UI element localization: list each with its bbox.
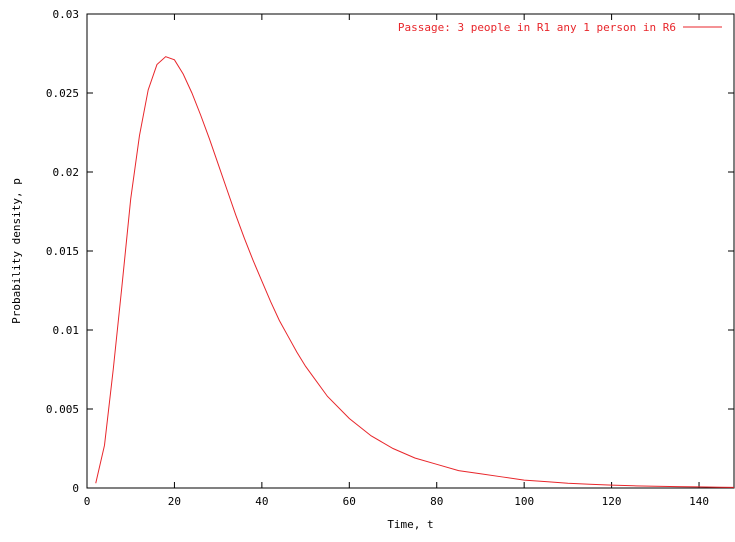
y-tick-label: 0 [72, 482, 79, 495]
y-axis-label: Probability density, p [10, 178, 23, 324]
x-axis-label: Time, t [387, 518, 433, 531]
y-tick-label: 0.025 [46, 87, 79, 100]
y-tick-label: 0.03 [53, 8, 80, 21]
ticks-layer: 0 20 40 60 80 100 120 140 0 0.005 0.01 0.015 0.02 0.0… [46, 8, 734, 508]
x-tick-label: 120 [602, 495, 622, 508]
y-tick-label: 0.015 [46, 245, 79, 258]
x-tick-label: 80 [430, 495, 443, 508]
series-layer [95, 56, 735, 488]
x-tick-label: 100 [514, 495, 534, 508]
legend: Passage: 3 people in R1 any 1 person in … [398, 21, 722, 34]
x-tick-label: 0 [84, 495, 91, 508]
series-line [95, 56, 735, 488]
legend-label: Passage: 3 people in R1 any 1 person in … [398, 21, 676, 34]
plot-frame [86, 13, 735, 489]
x-tick-label: 60 [343, 495, 356, 508]
x-tick-label: 40 [255, 495, 268, 508]
y-tick-label: 0.02 [53, 166, 80, 179]
y-tick-label: 0.01 [53, 324, 80, 337]
x-tick-label: 140 [689, 495, 709, 508]
y-tick-label: 0.005 [46, 403, 79, 416]
x-tick-label: 20 [168, 495, 181, 508]
